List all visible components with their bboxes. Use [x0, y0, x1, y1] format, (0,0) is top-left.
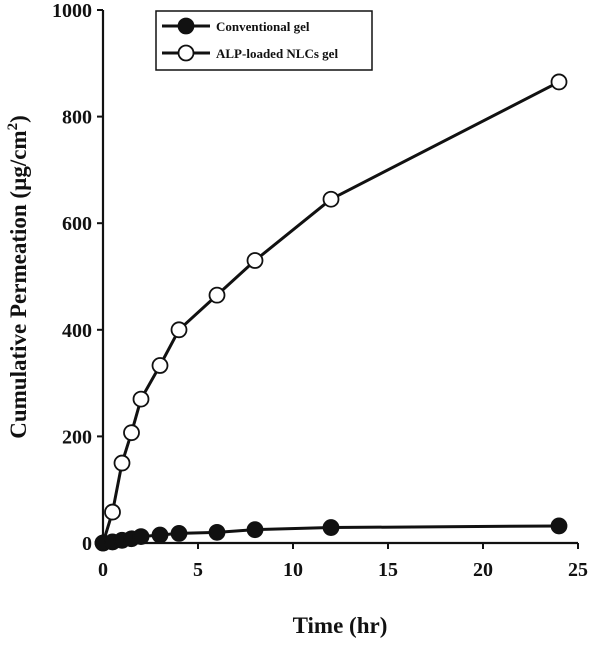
- series-conventional-gel: [94, 517, 568, 552]
- x-tick-label: 5: [193, 559, 203, 581]
- legend: Conventional gel ALP-loaded NLCs gel: [155, 10, 373, 71]
- data-point-alp-loaded-nlcs-gel: [113, 454, 131, 472]
- series-layer: [94, 73, 568, 552]
- data-point-alp-loaded-nlcs-gel: [151, 357, 169, 374]
- legend-label: ALP-loaded NLCs gel: [216, 46, 338, 61]
- x-tick-label: 20: [473, 559, 493, 581]
- y-tick-label: 1000: [52, 0, 92, 22]
- y-tick-label: 0: [82, 533, 92, 555]
- data-point-alp-loaded-nlcs-gel: [246, 252, 264, 269]
- series-line-alp-loaded-nlcs-gel: [101, 80, 560, 544]
- x-tick-label: 25: [568, 559, 588, 581]
- x-tick-label: 0: [98, 559, 108, 581]
- data-point-alp-loaded-nlcs-gel: [322, 190, 340, 208]
- data-point-conventional-gel: [170, 525, 188, 542]
- x-axis-title: Time (hr): [293, 613, 388, 638]
- data-point-alp-loaded-nlcs-gel: [104, 503, 121, 521]
- series-alp-loaded-nlcs-gel: [94, 73, 568, 552]
- data-point-conventional-gel: [550, 517, 568, 535]
- data-point-alp-loaded-nlcs-gel: [123, 424, 140, 442]
- legend-marker-alp-loaded-nlcs-gel: [177, 44, 195, 62]
- legend-item-alp-loaded-nlcs-gel: ALP-loaded NLCs gel: [162, 44, 338, 62]
- legend-marker-conventional-gel: [177, 17, 195, 35]
- x-tick-label: 10: [283, 559, 303, 581]
- y-axis-title-superscript: 2: [5, 123, 21, 131]
- data-point-alp-loaded-nlcs-gel: [208, 286, 226, 304]
- data-point-alp-loaded-nlcs-gel: [132, 390, 150, 408]
- x-tick-label: 15: [378, 559, 398, 581]
- y-tick-label: 600: [62, 213, 92, 235]
- data-point-conventional-gel: [246, 521, 264, 539]
- data-point-conventional-gel: [208, 523, 226, 541]
- y-tick-label: 200: [62, 426, 92, 448]
- y-axis-title: Cumulative Permeation (µg/cm2): [5, 115, 31, 439]
- y-tick-label: 400: [62, 320, 92, 342]
- legend-item-conventional-gel: Conventional gel: [162, 17, 310, 35]
- data-point-conventional-gel: [132, 528, 150, 546]
- data-point-alp-loaded-nlcs-gel: [170, 321, 188, 339]
- data-point-alp-loaded-nlcs-gel: [550, 73, 568, 91]
- axes-layer: 0 200 400 600 800 1000 0 5 10 15 20 25: [52, 0, 588, 581]
- data-point-conventional-gel: [151, 526, 169, 544]
- data-point-conventional-gel: [322, 519, 340, 536]
- y-axis-title-main: Cumulative Permeation (µg/cm: [6, 130, 31, 438]
- y-tick-label: 800: [62, 107, 92, 129]
- y-axis-title-close: ): [6, 115, 31, 123]
- legend-label: Conventional gel: [216, 19, 310, 34]
